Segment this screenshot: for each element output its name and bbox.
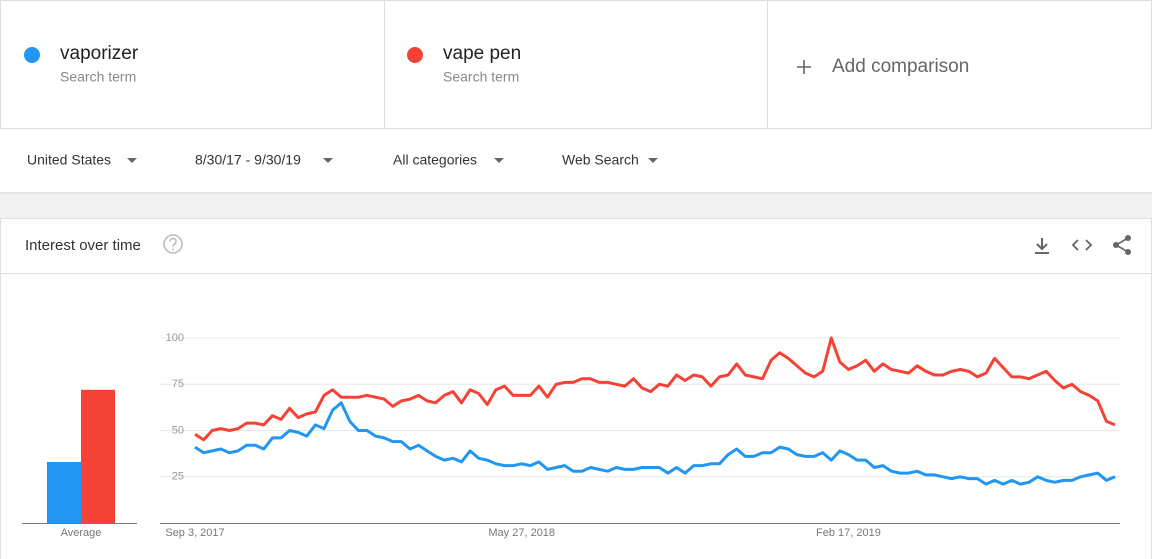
y-tick-label: 100 [166,332,184,344]
share-node [1125,235,1131,241]
term-0[interactable]: vaporizer Search term [24,43,139,85]
filter-bar [0,129,1152,193]
help-icon[interactable] [163,234,183,254]
plus-icon [797,60,811,74]
average-label: Average [61,527,102,539]
filter-1[interactable]: 8/30/17 - 9/30/19 [195,152,333,168]
filter-3[interactable]: Web Search [562,152,658,168]
gap [0,194,1152,218]
card [0,218,1152,559]
average-bar [81,389,115,523]
filter-0[interactable]: United States [27,152,137,168]
filter-label: 8/30/17 - 9/30/19 [195,152,301,168]
term-1[interactable]: vape pen Search term [407,43,521,85]
term-subtitle: Search term [443,69,519,85]
embed-icon[interactable] [1071,239,1093,251]
help-dot [172,248,174,251]
x-tick-label: Feb 17, 2019 [816,527,881,539]
filter-label: United States [27,152,111,168]
term-dot [24,47,40,63]
term-name: vape pen [443,43,521,64]
dropdown-arrow [127,158,137,163]
term-name: vaporizer [60,43,139,64]
share-node [1113,242,1119,248]
help-glyph [169,237,177,247]
filter-2[interactable]: All categories [393,152,504,168]
y-tick-label: 50 [172,424,184,436]
share-icon[interactable] [1113,235,1131,255]
term-dot [407,47,423,63]
series-line [194,401,1116,486]
card-title: Interest over time [25,237,141,254]
download-icon[interactable] [1035,238,1049,254]
dropdown-arrow [323,158,333,163]
dropdown-arrow [494,158,504,163]
x-tick-label: May 27, 2018 [488,527,555,539]
term-subtitle: Search term [60,69,136,85]
series-line [194,336,1116,442]
filter-label: Web Search [562,152,639,168]
share-node [1125,249,1131,255]
add-comparison-label: Add comparison [832,56,969,77]
dropdown-arrow [648,158,658,163]
compare-bar [0,0,1152,129]
help-circle [163,234,183,254]
average-bar [47,461,81,523]
y-tick-label: 25 [172,471,184,483]
y-tick-label: 75 [172,378,184,390]
add-comparison[interactable]: Add comparison [797,56,969,77]
filter-label: All categories [393,152,477,168]
plot: 25 50 75 100 Sep 3, 2017 May 27, 2018 Feb 17, … [22,332,1120,539]
x-tick-label: Sep 3, 2017 [165,527,224,539]
